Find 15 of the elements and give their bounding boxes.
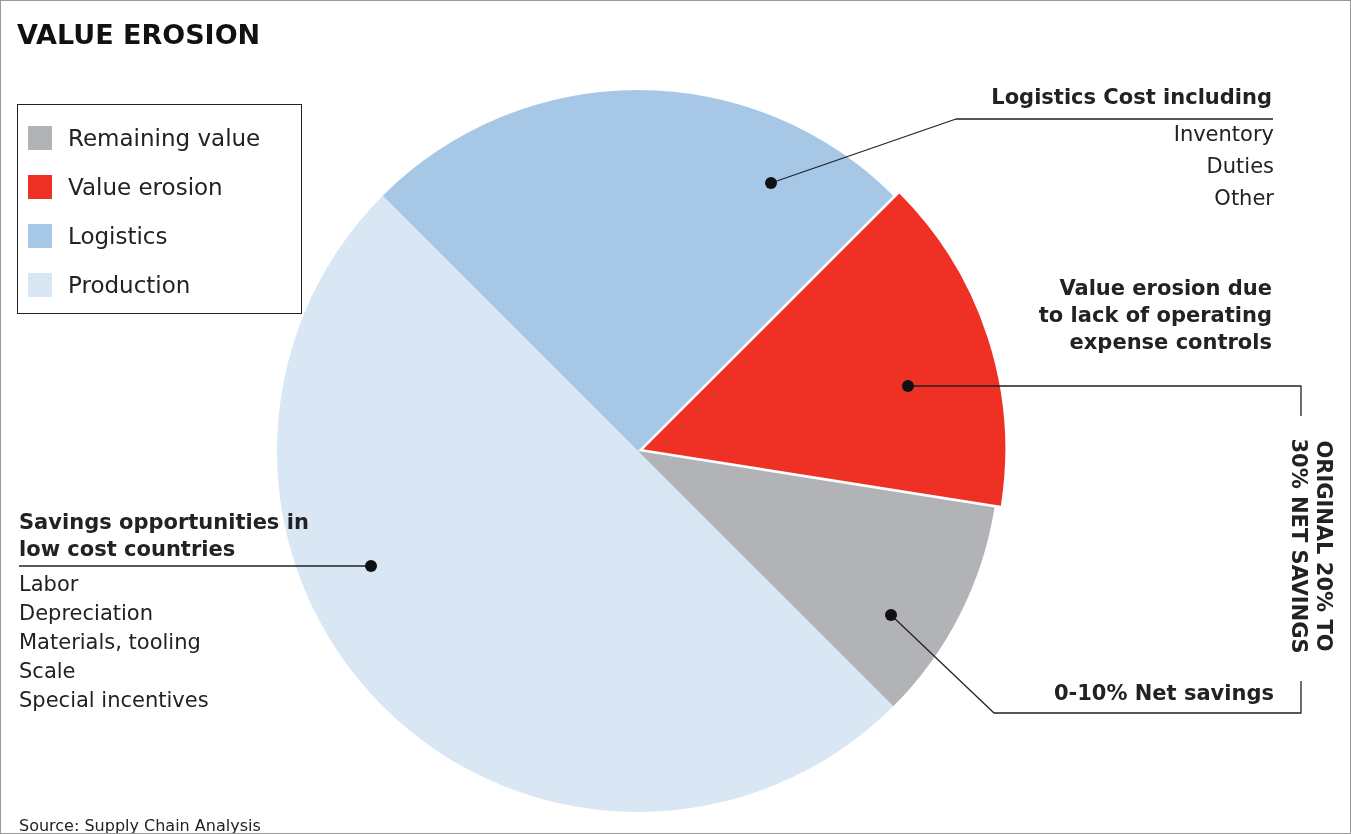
text: Scale [19,659,76,683]
text: Labor [19,572,79,596]
text: Logistics Cost including [991,85,1272,109]
text: ORIGINAL 20% TO 30% NET SAVINGS [1286,437,1336,656]
text: Value erosion due to lack of operating expense controls [1037,275,1272,356]
text: Other [1214,186,1274,210]
legend-label: Logistics [68,222,168,249]
text: Special incentives [19,688,209,712]
legend-label: Remaining value [68,124,261,151]
chart-title: VALUE EROSION [17,19,261,50]
legend-label: Production [68,271,191,298]
text: Materials, tooling [19,630,201,654]
legend-label: Value erosion [68,173,223,200]
text: Depreciation [19,601,153,625]
text: Savings opportunities in low cost countries [19,509,309,563]
